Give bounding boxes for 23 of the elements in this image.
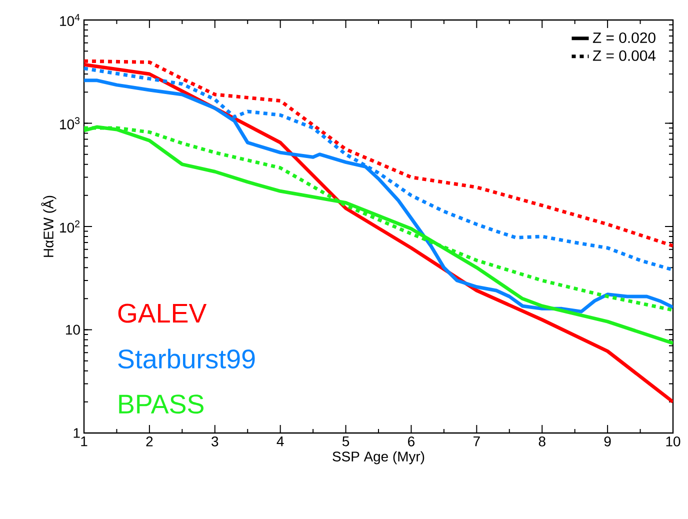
x-tick-label: 10 (666, 436, 680, 446)
x-axis-title: SSP Age (Myr) (332, 451, 424, 464)
x-tick-label: 3 (212, 436, 218, 446)
x-tick-label: 6 (408, 436, 414, 446)
y-axis-title: HαEW (Å) (41, 196, 56, 257)
x-tick-label: 1 (81, 436, 88, 446)
y-tick-label: 10$^{2}$ (60, 220, 80, 233)
x-tick-label: 4 (276, 436, 284, 446)
x-tick-label: 9 (604, 436, 611, 446)
x-tick-label: 2 (146, 436, 153, 446)
x-tick-label: 7 (474, 436, 480, 446)
y-tick-label: 1 (74, 428, 80, 438)
line-series (84, 125, 673, 345)
annotation: Z = 0.004 (592, 50, 656, 61)
y-tick-label: 10$^{3}$ (60, 117, 80, 130)
x-tick-label: 8 (538, 436, 546, 446)
x-tick-label: 5 (342, 436, 350, 446)
y-tick-label: 10 (66, 324, 80, 335)
y-tick-label: 10$^{4}$ (60, 14, 80, 26)
annotation: Z = 0.020 (592, 32, 656, 44)
text: Starburst99 (118, 348, 255, 369)
text: BPASS (119, 394, 204, 414)
text: GALEV (118, 304, 207, 323)
